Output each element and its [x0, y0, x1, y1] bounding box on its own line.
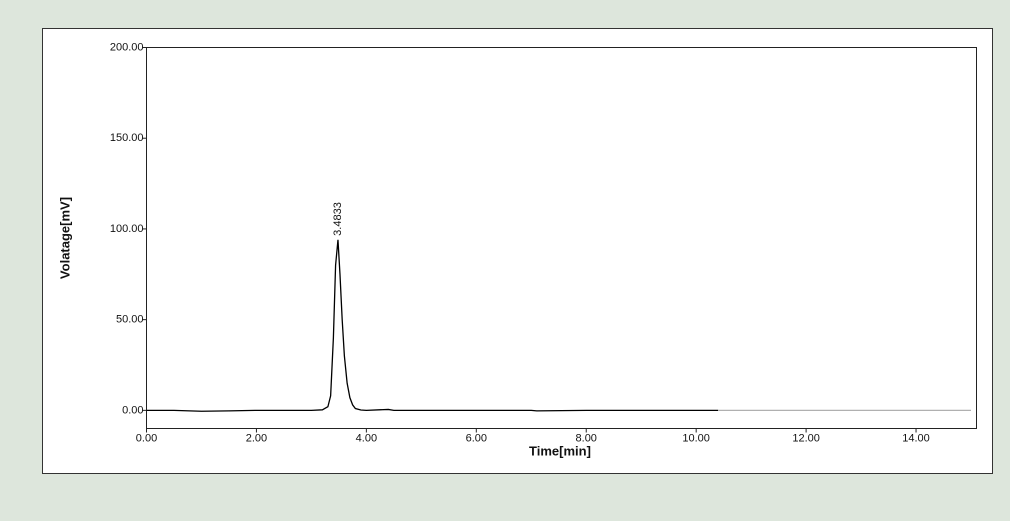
y-tick-label: 0.00	[122, 404, 143, 416]
x-tick-label: 6.00	[466, 432, 487, 444]
x-tick-label: 12.00	[792, 432, 820, 444]
x-tick-label: 8.00	[576, 432, 597, 444]
y-tick-label: 50.00	[116, 314, 144, 326]
y-tick-label: 200.00	[110, 41, 144, 53]
x-tick-label: 4.00	[356, 432, 377, 444]
x-axis-label: Time[min]	[529, 443, 591, 458]
x-tick-label: 2.00	[246, 432, 267, 444]
plot-frame	[146, 47, 977, 429]
x-tick-label: 14.00	[902, 432, 930, 444]
peak-label: 3.4833	[332, 202, 344, 236]
y-axis-label: Volatage[mV]	[57, 197, 72, 279]
x-tick-label: 0.00	[136, 432, 157, 444]
x-tick-label: 10.00	[682, 432, 710, 444]
y-tick-label: 100.00	[110, 223, 144, 235]
y-tick-label: 150.00	[110, 132, 144, 144]
trace	[146, 239, 719, 412]
panel	[42, 28, 993, 474]
